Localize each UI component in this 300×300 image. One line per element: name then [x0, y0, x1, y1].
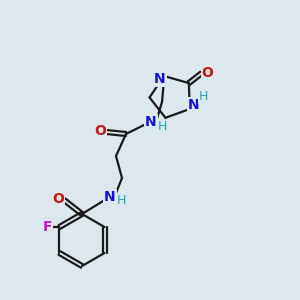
- Text: N: N: [104, 190, 116, 204]
- Text: O: O: [52, 192, 64, 206]
- Text: H: H: [157, 119, 167, 133]
- Text: O: O: [94, 124, 106, 138]
- Text: F: F: [43, 220, 52, 234]
- Text: N: N: [188, 98, 200, 112]
- Text: N: N: [154, 72, 166, 86]
- Text: N: N: [145, 115, 157, 129]
- Text: H: H: [116, 194, 126, 208]
- Text: H: H: [199, 91, 208, 103]
- Text: O: O: [202, 66, 213, 80]
